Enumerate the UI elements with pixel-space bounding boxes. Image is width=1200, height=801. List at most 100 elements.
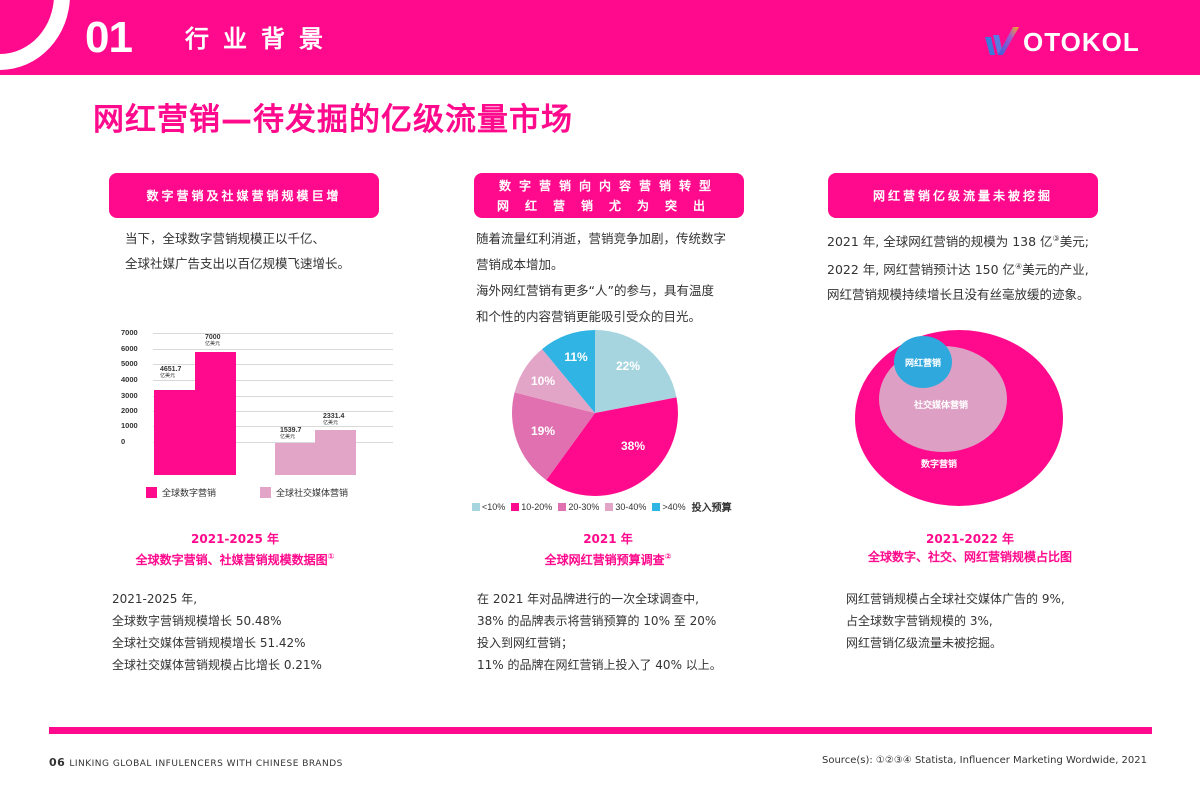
pie-label: 19% xyxy=(531,424,555,438)
y-tick: 0 xyxy=(121,437,126,446)
legend-swatch xyxy=(652,502,661,511)
caption-title: 全球数字营销、社媒营销规模数据图 xyxy=(135,553,328,567)
body-budget-survey: 在 2021 年对品牌进行的一次全球调查中, 38% 的品牌表示将营销预算的 1… xyxy=(477,588,722,676)
gridline xyxy=(153,442,393,443)
legend-label: 全球社交媒体营销 xyxy=(276,489,349,499)
section-title: 行业背景 xyxy=(185,25,337,53)
banner-influencer-traffic: 网红营销亿级流量未被挖掘 xyxy=(828,173,1098,218)
gridline xyxy=(153,380,393,381)
w-logo-icon xyxy=(985,27,1019,55)
caption-pie-chart: 2021 年 全球网红营销预算调查② xyxy=(488,530,728,569)
legend-swatch xyxy=(260,487,271,498)
page-number: 06 xyxy=(49,756,66,769)
y-tick: 1000 xyxy=(121,421,138,430)
intro-line: 海外网红营销有更多“人”的参与，具有温度 xyxy=(476,283,714,298)
body-digital-social: 2021-2025 年, 全球数字营销规模增长 50.48% 全球社交媒体营销规… xyxy=(112,588,322,676)
banner-line: 网红营销亿级流量未被挖掘 xyxy=(872,189,1053,203)
footnote-marker: ② xyxy=(664,552,672,561)
circle-influencer-marketing xyxy=(894,336,952,388)
body-line: 占全球数字营销规模的 3%, xyxy=(846,614,993,628)
intro-digital-social: 当下，全球数字营销规模正以千亿、 全球社媒广告支出以百亿规模飞速增长。 xyxy=(125,226,350,276)
legend-item: 30-40% xyxy=(605,502,646,512)
intro-line: 和个性的内容营销更能吸引受众的目光。 xyxy=(476,309,702,324)
nested-circle-chart: 网红营销 社交媒体营销 数字营销 xyxy=(855,330,1063,506)
pie-label: 22% xyxy=(616,359,640,373)
footer-source: Source(s): ①②③④ Statista, Influencer Mar… xyxy=(822,755,1147,766)
bar-chart-digital-social: 7000 6000 5000 4000 3000 2000 1000 0 465… xyxy=(115,328,393,475)
decorative-ring-icon xyxy=(0,0,70,70)
caption-nested-chart: 2021-2022 年 全球数字、社交、网红营销规模占比图 xyxy=(840,530,1100,566)
banner-line: 数字营销及社媒营销规模巨增 xyxy=(146,189,342,203)
circle-label: 数字营销 xyxy=(921,458,957,470)
pie-slice-30-40 xyxy=(514,349,595,413)
body-line: 在 2021 年对品牌进行的一次全球调查中, xyxy=(477,592,699,606)
gridline xyxy=(153,411,393,412)
legend-label: 全球数字营销 xyxy=(162,489,217,499)
tagline-text: LINKING GLOBAL INFULENCERS WITH CHINESE … xyxy=(69,759,343,769)
body-line: 投入到网红营销； xyxy=(477,636,574,650)
brand-logo: OTOKOL xyxy=(985,22,1140,62)
gridline xyxy=(153,396,393,397)
y-tick: 4000 xyxy=(121,375,138,384)
legend-item-social: 全球社交媒体营销 xyxy=(260,486,348,499)
caption-bar-chart: 2021-2025 年 全球数字营销、社媒营销规模数据图① xyxy=(110,530,360,569)
pie-slice-lt10 xyxy=(595,330,677,413)
pie-slice-20-30 xyxy=(512,392,595,481)
y-tick: 3000 xyxy=(121,391,138,400)
pie-chart-budget: 22% 38% 19% 10% 11% xyxy=(512,330,678,496)
body-line: 全球数字营销规模增长 50.48% xyxy=(112,614,282,628)
legend-item: <10% xyxy=(472,502,505,512)
y-tick: 6000 xyxy=(121,344,138,353)
bar-social-2021 xyxy=(275,443,315,475)
bar-social-2025 xyxy=(315,430,356,475)
pie-label: 38% xyxy=(621,439,645,453)
y-tick: 5000 xyxy=(121,359,138,368)
body-line: 网红营销规模占全球社交媒体广告的 9%, xyxy=(846,592,1065,606)
gridline xyxy=(153,333,393,334)
legend-swatch xyxy=(558,502,567,511)
footer-tagline: 06 LINKING GLOBAL INFULENCERS WITH CHINES… xyxy=(49,756,343,769)
body-line: 网红营销亿级流量未被挖掘。 xyxy=(846,636,1003,650)
intro-line: 随着流量红利消逝，营销竞争加剧，传统数字 xyxy=(476,231,727,246)
y-tick: 7000 xyxy=(121,328,138,337)
pie-slice-gt40 xyxy=(542,330,595,413)
section-number: 01 xyxy=(85,13,133,62)
bar-digital-2025 xyxy=(195,352,236,475)
body-line: 全球社交媒体营销规模增长 51.42% xyxy=(112,636,306,650)
caption-year: 2021-2022 年 xyxy=(926,532,1014,546)
body-line: 全球社交媒体营销规模占比增长 0.21% xyxy=(112,658,322,672)
intro-line: 2022 年, 网红营销预计达 150 亿④美元的产业, xyxy=(827,262,1089,278)
banner-content-marketing: 数字营销向内容营销转型 网红营销尤为突出 xyxy=(474,173,744,218)
footnote-marker: ① xyxy=(327,552,335,561)
legend-item-digital: 全球数字营销 xyxy=(146,486,216,499)
legend-swatch xyxy=(605,502,614,511)
intro-content-marketing: 随着流量红利消逝，营销竞争加剧，传统数字 营销成本增加。 海外网红营销有更多“人… xyxy=(476,226,726,330)
page-title: 网红营销—待发掘的亿级流量市场 xyxy=(93,102,573,138)
legend-item: 10-20% xyxy=(511,502,552,512)
legend-item: >40% xyxy=(652,502,686,512)
gridline xyxy=(153,426,393,427)
legend-title: 投入预算 xyxy=(691,503,732,514)
pie-label: 10% xyxy=(531,374,555,388)
circle-label: 网红营销 xyxy=(905,357,941,369)
data-label: 4651.7 亿美元 xyxy=(160,366,182,379)
pie-legend: <10% 10-20% 20-30% 30-40% >40% 投入预算 xyxy=(472,499,732,514)
banner-digital-social-growth: 数字营销及社媒营销规模巨增 xyxy=(109,173,379,218)
header-band: 01 行业背景 OTOKOL xyxy=(0,0,1200,75)
caption-title: 全球网红营销预算调查 xyxy=(544,553,665,567)
legend-item: 20-30% xyxy=(558,502,599,512)
banner-line: 数字营销向内容营销转型 xyxy=(498,178,719,193)
data-label: 1539.7 亿美元 xyxy=(280,427,302,440)
body-line: 38% 的品牌表示将营销预算的 10% 至 20% xyxy=(477,614,717,628)
intro-line: 营销成本增加。 xyxy=(476,257,564,272)
pie-slice-10-20 xyxy=(546,397,678,496)
intro-line: 2021 年, 全球网红营销的规模为 138 亿③美元; xyxy=(827,234,1089,250)
legend-swatch xyxy=(146,487,157,498)
logo-text: OTOKOL xyxy=(1023,26,1140,57)
caption-year: 2021 年 xyxy=(583,532,633,546)
body-influencer-share: 网红营销规模占全球社交媒体广告的 9%, 占全球数字营销规模的 3%, 网红营销… xyxy=(846,588,1065,654)
banner-line: 网红营销尤为突出 xyxy=(496,198,721,213)
caption-year: 2021-2025 年 xyxy=(191,532,279,546)
circle-label: 社交媒体营销 xyxy=(913,399,968,411)
body-line: 11% 的品牌在网红营销上投入了 40% 以上。 xyxy=(477,658,722,672)
